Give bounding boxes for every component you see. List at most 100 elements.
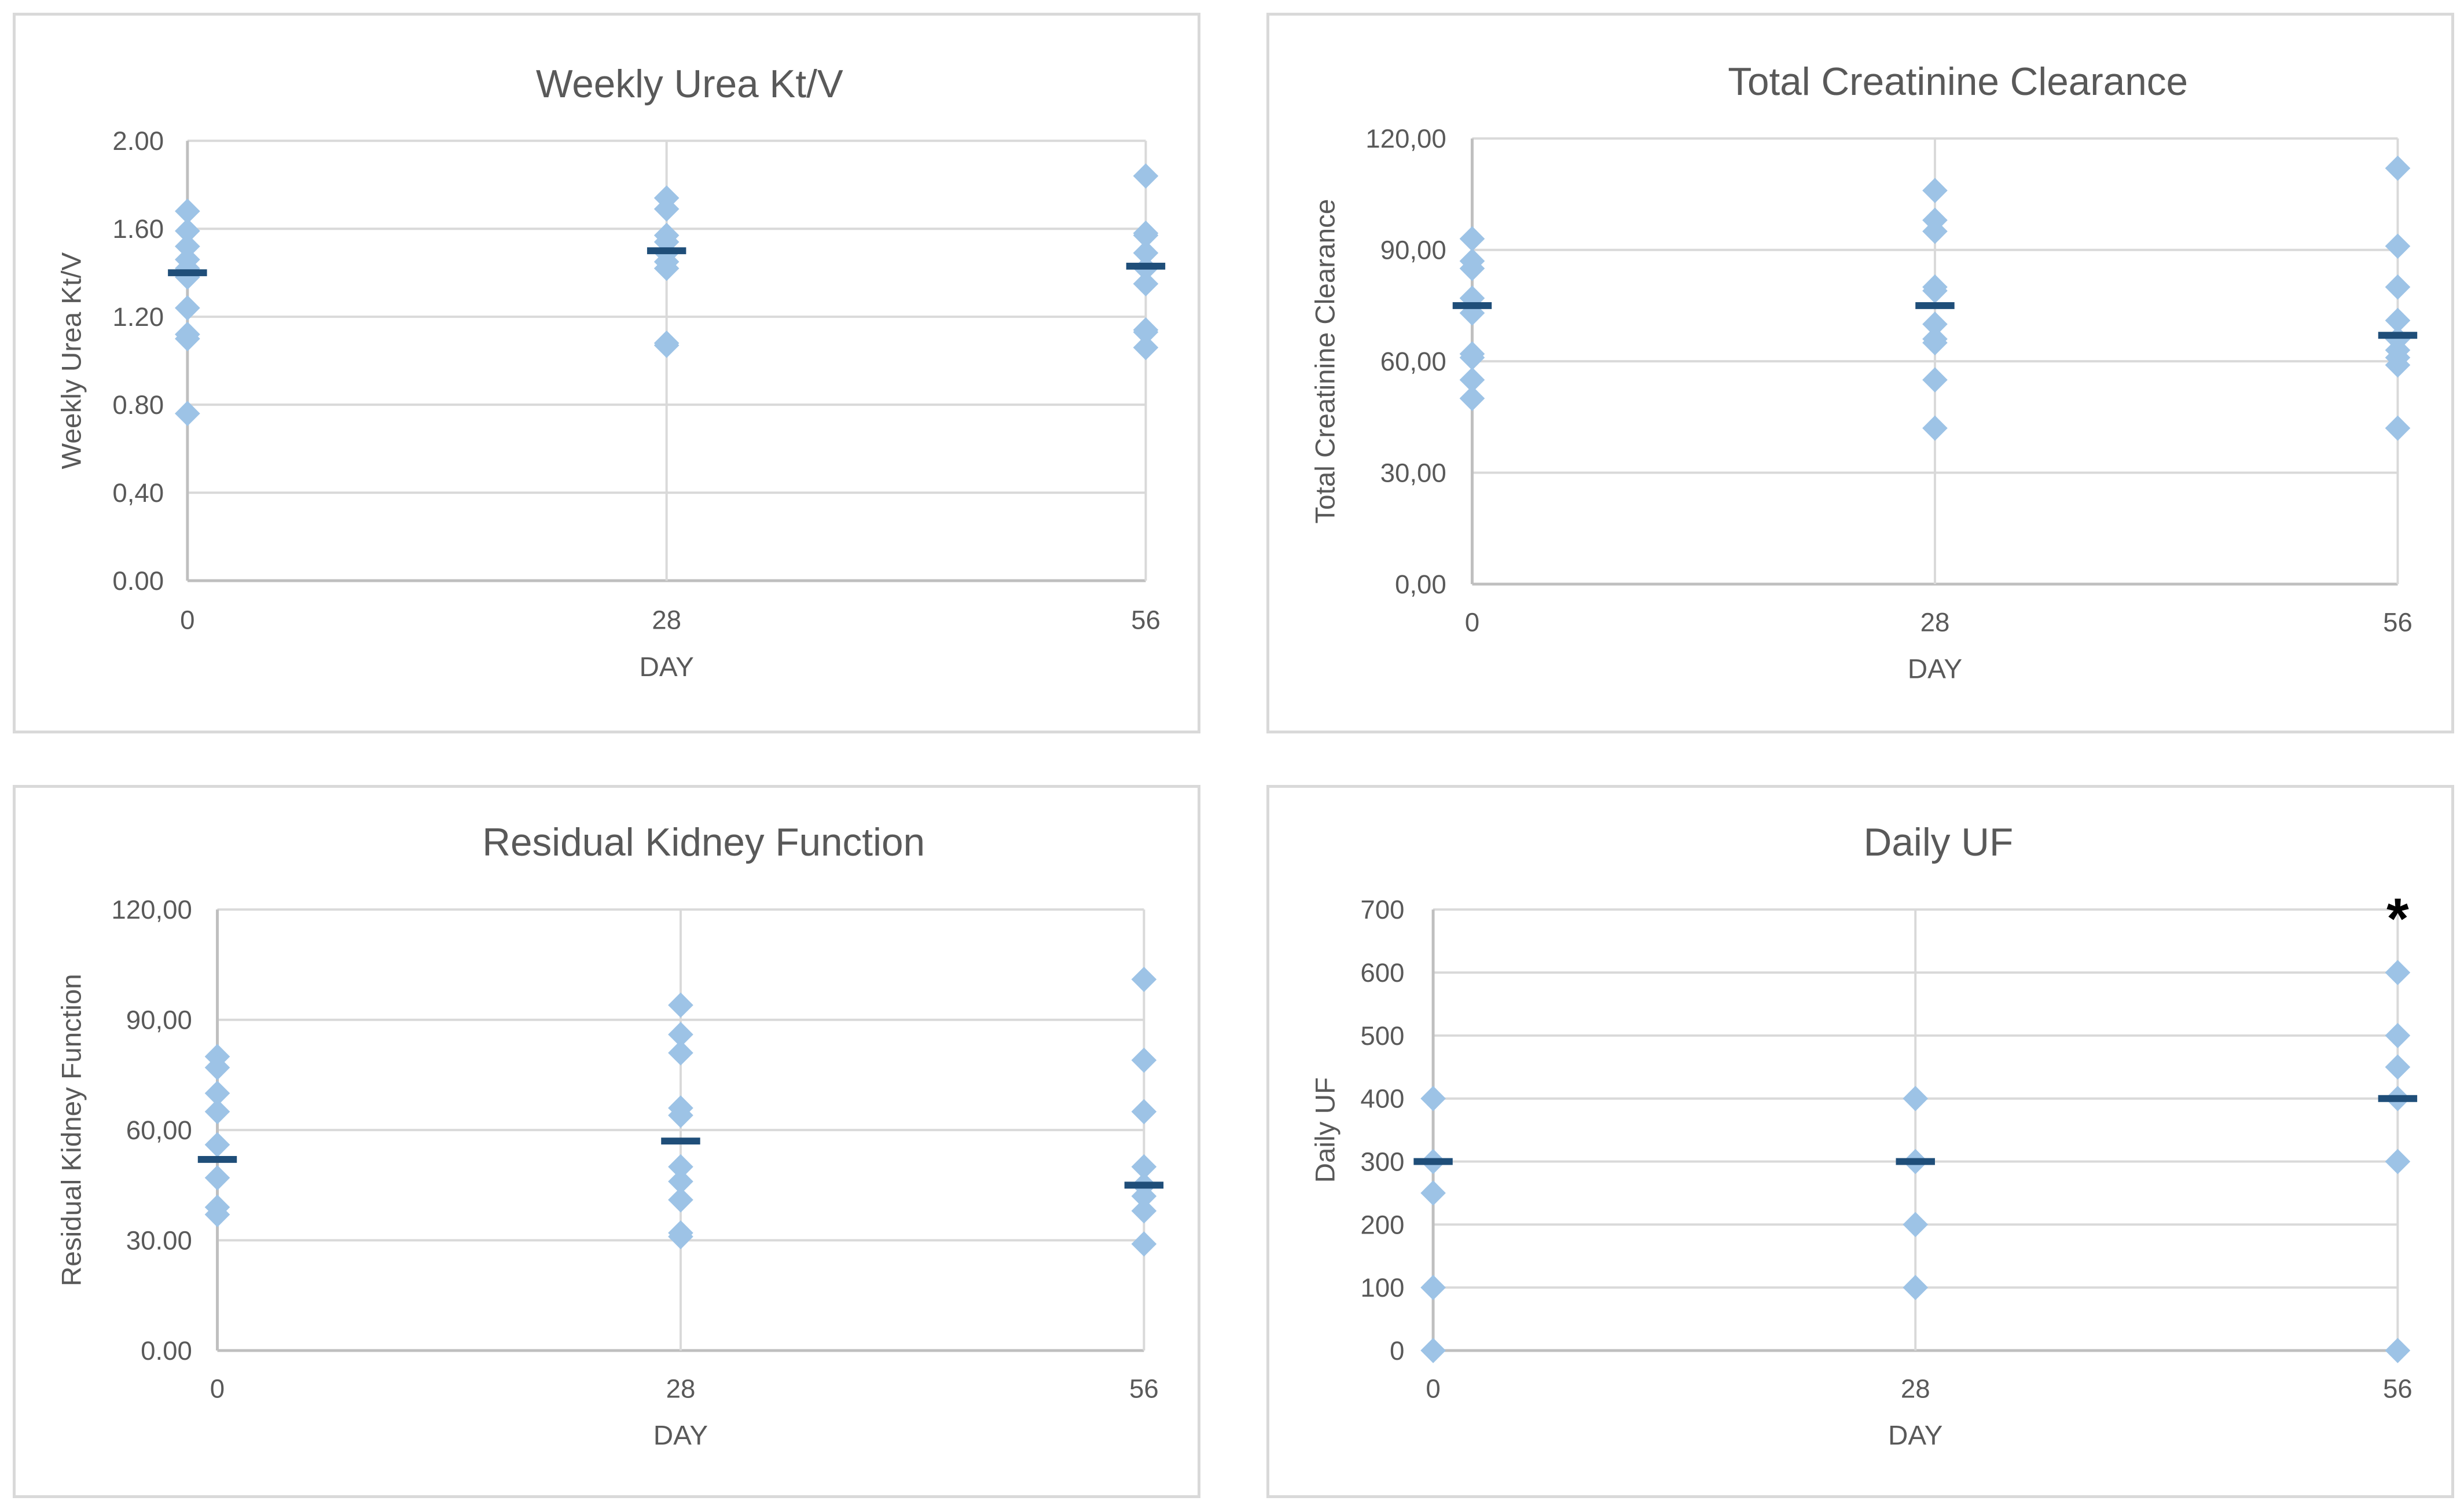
data-point (1903, 1275, 1929, 1301)
chart-title: Residual Kidney Function (482, 821, 925, 864)
data-point (1420, 1338, 1446, 1363)
x-tick-label: 28 (1901, 1374, 1930, 1403)
data-point (668, 1187, 693, 1213)
data-point (1131, 1183, 1157, 1209)
x-axis-title: DAY (1888, 1421, 1942, 1451)
x-tick-label: 0 (180, 605, 194, 634)
data-point (1922, 330, 1948, 355)
data-point (668, 1040, 693, 1066)
y-tick-label: 0 (1390, 1336, 1404, 1366)
chart-panel-residual-kidney-function: Residual Kidney Function 0.00 30.00 60,00 90… (13, 785, 1200, 1498)
chart-panel-weekly-urea-ktv: Weekly Urea Kt/V 0.00 0,40 0.80 1.20 1.60 2.00… (13, 13, 1200, 733)
data-point (1131, 1198, 1157, 1224)
data-point (1131, 1154, 1157, 1180)
x-tick-label: 56 (2383, 607, 2412, 637)
data-point (1133, 271, 1159, 297)
data-point (204, 1080, 230, 1106)
y-tick-label: 30.00 (126, 1225, 192, 1255)
data-point (175, 401, 200, 427)
data-point (2385, 307, 2411, 333)
data-point (1459, 386, 1485, 412)
data-point (1903, 1212, 1929, 1238)
x-tick-label: 56 (1129, 1374, 1159, 1403)
y-axis-title: Weekly Urea Kt/V (56, 252, 87, 469)
data-point (1133, 335, 1159, 361)
data-point (175, 326, 200, 352)
x-tick-label: 28 (1920, 607, 1950, 637)
chart-daily-uf: Daily UF 0 100 200 300 400 500 600 700 0 28 56 DAY Da… (1310, 821, 2418, 1451)
data-point (2385, 415, 2411, 441)
chart-panel-total-creatinine-clearance: Total Creatinine Clearance 0,00 30,00 60,00… (1266, 13, 2454, 733)
data-point (1459, 255, 1485, 281)
data-point (204, 1165, 230, 1191)
data-point (204, 1099, 230, 1125)
data-point (175, 233, 200, 259)
y-axis-title: Residual Kidney Function (56, 974, 87, 1286)
y-tick-label: 100 (1360, 1273, 1404, 1302)
y-tick-label: 90,00 (1380, 236, 1446, 265)
data-point (175, 295, 200, 321)
x-tick-label: 28 (666, 1374, 696, 1403)
data-point (1922, 178, 1948, 203)
y-tick-label: 2.00 (112, 126, 164, 156)
data-point (2385, 960, 2411, 985)
chart-total-creatinine-clearance: Total Creatinine Clearance 0,00 30,00 60,00… (1310, 60, 2418, 685)
data-point (1459, 344, 1485, 370)
data-point (653, 255, 680, 281)
significance-asterisk: * (2386, 887, 2409, 951)
y-tick-label: 0,40 (112, 478, 164, 508)
data-point (1903, 1085, 1929, 1111)
chart-title: Daily UF (1864, 821, 2014, 864)
y-tick-label: 120,00 (111, 895, 192, 924)
data-point (2385, 233, 2411, 259)
data-point (1131, 1047, 1157, 1073)
y-tick-label: 700 (1360, 895, 1404, 924)
y-tick-label: 400 (1360, 1084, 1404, 1114)
x-tick-label: 0 (1426, 1374, 1440, 1403)
data-point (1131, 1231, 1157, 1257)
data-point (668, 1224, 693, 1250)
x-tick-label: 0 (1465, 607, 1479, 637)
y-tick-label: 500 (1360, 1021, 1404, 1051)
chart-residual-kidney-function: Residual Kidney Function 0.00 30.00 60,00 90… (56, 821, 1164, 1451)
x-tick-label: 28 (652, 605, 681, 634)
data-point (1133, 222, 1159, 248)
y-tick-label: 600 (1360, 958, 1404, 988)
data-point (1922, 278, 1948, 304)
data-point (668, 1022, 693, 1047)
y-tick-label: 90,00 (126, 1005, 192, 1035)
data-point (204, 1202, 230, 1227)
chart-title: Total Creatinine Clearance (1728, 60, 2188, 104)
data-point (1131, 1099, 1157, 1125)
y-tick-label: 0.00 (112, 566, 164, 596)
data-point (2385, 1054, 2411, 1080)
data-point (1922, 367, 1948, 393)
y-tick-label: 0,00 (1395, 570, 1446, 599)
data-point (1459, 367, 1485, 393)
y-tick-label: 1.60 (112, 214, 164, 244)
chart-title: Weekly Urea Kt/V (536, 63, 843, 106)
y-tick-label: 0.80 (112, 390, 164, 420)
data-point (1133, 319, 1159, 345)
data-point (1420, 1275, 1446, 1301)
y-tick-label: 30,00 (1380, 458, 1446, 487)
data-point (668, 1154, 693, 1180)
x-axis-title: DAY (653, 1421, 708, 1451)
data-point (175, 199, 200, 224)
data-point (2385, 1338, 2411, 1363)
data-point (1420, 1180, 1446, 1206)
x-tick-label: 0 (210, 1374, 225, 1403)
chart-weekly-urea-ktv: Weekly Urea Kt/V 0.00 0,40 0.80 1.20 1.60 2.00… (56, 63, 1166, 682)
data-point (2385, 1148, 2411, 1175)
data-point (1922, 415, 1948, 441)
data-point (2385, 155, 2411, 181)
data-point (1133, 163, 1159, 189)
y-tick-label: 120,00 (1365, 124, 1446, 153)
y-tick-label: 60,00 (1380, 347, 1446, 376)
data-point (1131, 967, 1157, 992)
data-point (2385, 1023, 2411, 1048)
data-point (1420, 1085, 1446, 1111)
y-tick-label: 300 (1360, 1147, 1404, 1176)
x-axis-title: DAY (639, 652, 693, 682)
data-point (175, 218, 200, 244)
